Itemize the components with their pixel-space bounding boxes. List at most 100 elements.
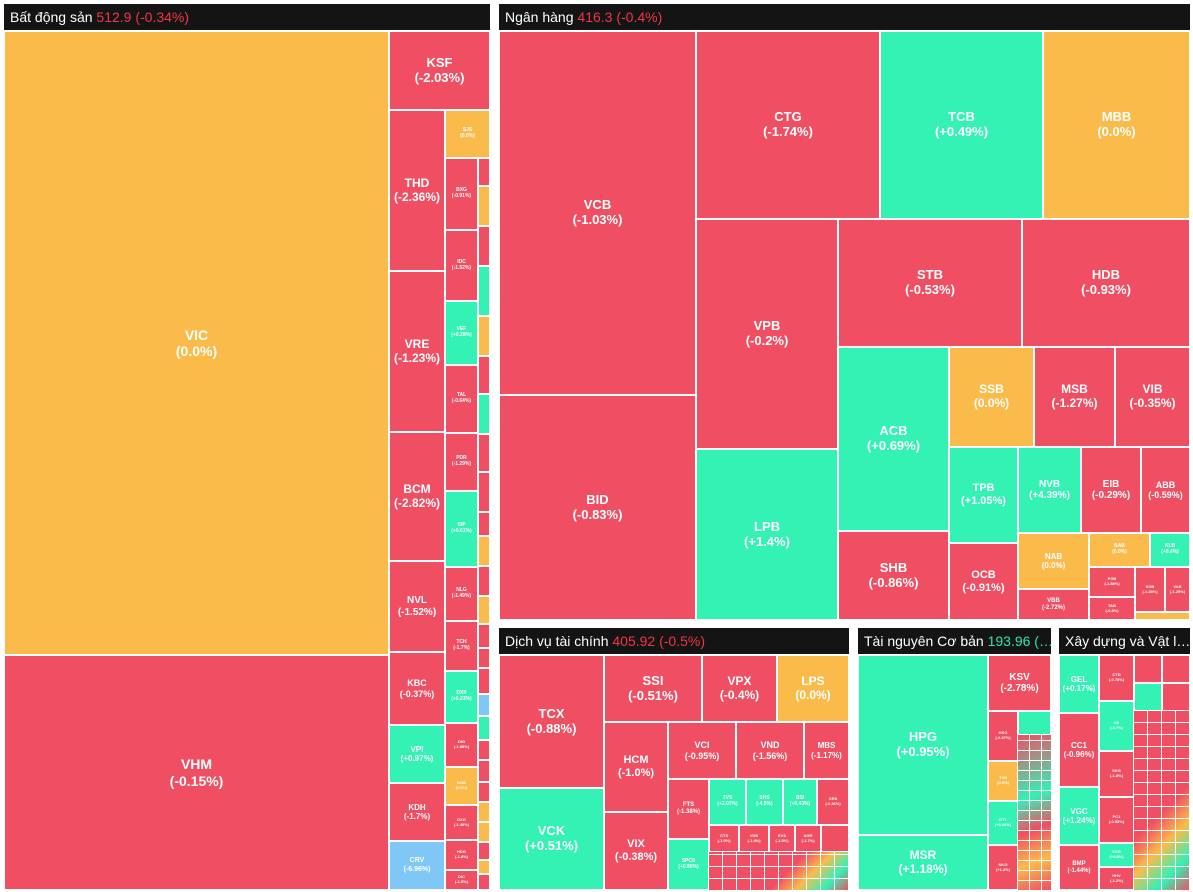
stock-tile-vck[interactable]: VCK (+0.51%) <box>499 788 604 890</box>
stock-tile-kdh[interactable]: KDH (-1.7%) <box>389 783 445 841</box>
stock-tile-vpi[interactable]: VPI (+0.97%) <box>389 725 445 783</box>
stock-tile-shb[interactable]: SHB (-0.86%) <box>838 531 949 620</box>
stock-tile-dtl[interactable]: DTL (+0.24%) <box>988 801 1018 845</box>
stock-tile-nvb[interactable]: NVB (+4.39%) <box>1018 447 1081 533</box>
stock-tile-eib[interactable]: EIB (-0.29%) <box>1081 447 1141 533</box>
stock-tile-mini[interactable] <box>478 316 490 356</box>
stock-tile-skg[interactable]: SKG (-1.8%) <box>1099 751 1134 797</box>
stock-tile-bxg[interactable]: BXG (-0.91%) <box>445 158 478 230</box>
stock-tile-vcb[interactable]: VCB (-1.03%) <box>499 31 696 395</box>
stock-tile-vef[interactable]: VEF (+0.28%) <box>445 301 478 365</box>
stock-tile-klb[interactable]: KLB (+0.4%) <box>1150 533 1190 567</box>
stock-tile-vre[interactable]: VRE (-1.23%) <box>389 271 445 432</box>
stock-tile-lpb[interactable]: LPB (+1.4%) <box>696 449 838 620</box>
stock-tile-hhv[interactable]: HHV (-1.2%) <box>1099 867 1134 890</box>
stock-tile-dxg[interactable]: DXG (-1.49%) <box>445 805 478 840</box>
stock-tile-mbs[interactable]: MBS (-1.17%) <box>804 722 849 779</box>
stock-tile-msr[interactable]: MSR (+1.18%) <box>858 835 988 890</box>
stock-tile-tvs[interactable]: TVS (+2.07%) <box>709 779 746 825</box>
stock-tile-bmp[interactable]: BMP (-1.44%) <box>1059 845 1099 890</box>
stock-tile-shs[interactable]: SHS (-4.5%) <box>746 779 783 825</box>
stock-tile-vgc[interactable]: VGC (+1.24%) <box>1059 787 1099 845</box>
stock-tile-mini[interactable] <box>478 740 490 760</box>
stock-tile-idc[interactable]: IDC (-1.52%) <box>445 230 478 301</box>
stock-tile-ctg[interactable]: CTG (-1.74%) <box>696 31 880 219</box>
stock-tile-mini[interactable] <box>478 694 490 716</box>
stock-tile-mini[interactable] <box>478 536 490 566</box>
stock-tile-mini[interactable] <box>478 266 490 316</box>
stock-tile-vab[interactable]: VAB (-1.25%) <box>1165 567 1190 612</box>
stock-tile-sip[interactable]: SIP (+0.61%) <box>445 491 478 567</box>
stock-tile-tcb[interactable]: TCB (+0.49%) <box>880 31 1043 219</box>
stock-tile-hdb[interactable]: HDB (-0.93%) <box>1022 219 1190 347</box>
stock-tile-vpx[interactable]: VPX (-0.4%) <box>702 655 777 722</box>
stock-tile-ors[interactable]: ORS (-0.36%) <box>817 779 849 825</box>
sector-header[interactable]: Dịch vụ tài chính 405.92 (-0.5%) <box>499 628 849 654</box>
stock-tile-mini[interactable] <box>1135 612 1190 620</box>
stock-tile-mini[interactable] <box>478 512 490 536</box>
sector-header[interactable]: Bất động sản 512.9 (-0.34%) <box>4 4 490 30</box>
stock-tile-abb[interactable]: ABB (-0.59%) <box>1141 447 1190 533</box>
stock-tile-cii[interactable]: CII (-0.7%) <box>1099 701 1134 751</box>
stock-tile-mini[interactable] <box>478 842 490 860</box>
stock-tile-mini[interactable] <box>478 158 490 186</box>
stock-tile-pgb[interactable]: PGB (-1.88%) <box>1089 567 1135 597</box>
stock-tile-vcg[interactable]: VCG (+0.6%) <box>1099 843 1134 867</box>
stock-tile-bsi[interactable]: BSI (+0.43%) <box>783 779 817 825</box>
stock-tile-bab[interactable]: BAB (0.0%) <box>1089 533 1150 567</box>
stock-tile-vpb[interactable]: VPB (-0.2%) <box>696 219 838 449</box>
stock-tile-vds[interactable]: VDS (-1.4%) <box>739 825 769 852</box>
stock-tile-vix[interactable]: VIX (-0.38%) <box>604 812 668 890</box>
stock-tile-mini[interactable] <box>478 802 490 822</box>
stock-tile-mini[interactable] <box>478 394 490 434</box>
stock-tile-ssb[interactable]: SSB (0.0%) <box>949 347 1034 447</box>
small-stocks-cluster[interactable] <box>709 852 849 890</box>
stock-tile-tab[interactable]: TAB (-0.8%) <box>1089 597 1135 620</box>
stock-tile-vic[interactable]: VIC (0.0%) <box>4 31 389 655</box>
stock-tile-mini[interactable] <box>1134 655 1162 683</box>
stock-tile-bid[interactable]: BID (-0.83%) <box>499 395 696 620</box>
stock-tile-mini[interactable] <box>478 434 490 472</box>
stock-tile-mini[interactable] <box>478 356 490 394</box>
stock-tile-tch[interactable]: TCH (-1.7%) <box>445 621 478 671</box>
stock-tile-tvn[interactable]: TVN (0.0%) <box>988 761 1018 801</box>
stock-tile-mini[interactable] <box>478 760 490 782</box>
stock-tile-mini[interactable] <box>478 566 490 596</box>
stock-tile-pdr[interactable]: PDR (-1.29%) <box>445 433 478 491</box>
stock-tile-ksf[interactable]: KSF (-2.03%) <box>389 31 490 110</box>
stock-tile-sgb[interactable]: SGB (-1.28%) <box>1135 567 1165 612</box>
stock-tile-nvl[interactable]: NVL (-1.52%) <box>389 561 445 652</box>
stock-tile-nlg[interactable]: NLG (-1.49%) <box>445 567 478 621</box>
stock-tile-vib[interactable]: VIB (-0.35%) <box>1115 347 1190 447</box>
stock-tile-nkg[interactable]: NKG (+1.2%) <box>988 845 1018 890</box>
stock-tile-spcs[interactable]: SPCS (+0.86%) <box>668 839 709 890</box>
stock-tile-vci[interactable]: VCI (-0.95%) <box>668 722 736 779</box>
stock-tile-lps[interactable]: LPS (0.0%) <box>777 655 849 722</box>
stock-tile-mini[interactable] <box>478 874 490 890</box>
stock-tile-hcm[interactable]: HCM (-1.0%) <box>604 722 668 812</box>
stock-tile-mini[interactable] <box>1018 711 1051 735</box>
stock-tile-ssi[interactable]: SSI (-0.51%) <box>604 655 702 722</box>
stock-tile-mini[interactable] <box>1162 655 1190 683</box>
sector-header[interactable]: Xây dựng và Vật l… <box>1059 628 1190 654</box>
stock-tile-acb[interactable]: ACB (+0.69%) <box>838 347 949 531</box>
sector-header[interactable]: Tài nguyên Cơ bản 193.96 (… <box>858 628 1051 654</box>
stock-tile-mini[interactable] <box>478 822 490 842</box>
stock-tile-tcx[interactable]: TCX (-0.88%) <box>499 655 604 788</box>
stock-tile-msb[interactable]: MSB (-1.27%) <box>1034 347 1115 447</box>
stock-tile-mini[interactable] <box>478 596 490 624</box>
stock-tile-mini[interactable] <box>478 624 490 648</box>
stock-tile-mini[interactable] <box>478 186 490 226</box>
stock-tile-vnd[interactable]: VND (-1.56%) <box>736 722 804 779</box>
stock-tile-hsg[interactable]: HSG (-0.47%) <box>988 711 1018 761</box>
stock-tile-vbb[interactable]: VBB (-2.72%) <box>1018 589 1089 620</box>
stock-tile-mbb[interactable]: MBB (0.0%) <box>1043 31 1190 219</box>
stock-tile-sjs[interactable]: SJS (0.0%) <box>445 110 490 158</box>
small-stocks-cluster[interactable] <box>1018 735 1051 890</box>
stock-tile-agr[interactable]: AGR (-1.7%) <box>795 825 821 852</box>
stock-tile-fts[interactable]: FTS (-1.38%) <box>668 779 709 839</box>
stock-tile-thd[interactable]: THD (-2.36%) <box>389 110 445 271</box>
stock-tile-bcm[interactable]: BCM (-2.82%) <box>389 432 445 561</box>
stock-tile-kbc[interactable]: KBC (-0.37%) <box>389 652 445 725</box>
stock-tile-ocb[interactable]: OCB (-0.91%) <box>949 543 1018 620</box>
